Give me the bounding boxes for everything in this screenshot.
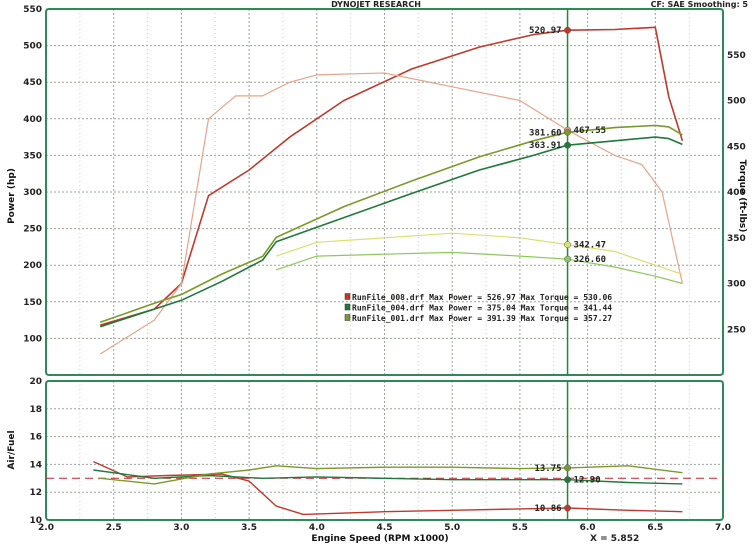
data-point-marker	[564, 141, 572, 149]
x-tick-label: 3.0	[173, 523, 189, 533]
data-point-marker	[564, 26, 572, 34]
power-torque-panel: 550 500 450 400 350 300 250 200 150 100 550 500 450 4…	[23, 5, 746, 376]
series-line	[276, 251, 683, 285]
data-label: 381.60	[529, 128, 562, 138]
legend-swatch	[344, 314, 351, 321]
torque-tick-label: 300	[727, 280, 746, 290]
x-tick-label: 5.0	[444, 523, 460, 533]
x-tick-label: 6.5	[647, 523, 663, 533]
x-tick-label: 3.5	[241, 523, 257, 533]
torque-tick-label: 500	[727, 97, 746, 107]
data-label: 10.86	[534, 504, 561, 514]
power-axis-label: Power (hp)	[7, 168, 17, 224]
air-fuel-tick-label: 14	[29, 460, 42, 470]
data-point-marker	[564, 241, 572, 249]
power-tick-label: 250	[23, 225, 42, 235]
power-tick-label: 300	[23, 188, 42, 198]
power-tick-label: 100	[23, 334, 42, 344]
series-line	[99, 26, 684, 326]
power-tick-label: 150	[23, 298, 42, 308]
torque-tick-label: 250	[727, 325, 746, 335]
legend-entry: RunFile_008.drf Max Power = 526.97 Max T…	[352, 292, 612, 302]
legend-entry: RunFile_004.drf Max Power = 375.04 Max T…	[352, 303, 612, 313]
x-tick-label: 2.0	[38, 523, 54, 533]
series-line	[99, 72, 683, 355]
legend-swatch	[344, 303, 351, 311]
torque-tick-label: 450	[727, 142, 746, 152]
header-title: DYNOJET RESEARCH	[331, 0, 421, 9]
cursor-readout: X = 5.852	[590, 534, 639, 544]
power-tick-label: 450	[23, 78, 42, 88]
data-label: 520.97	[529, 26, 562, 36]
data-label: 12.90	[574, 476, 601, 486]
power-tick-label: 500	[23, 42, 42, 52]
torque-axis-label: Torque (ft-lbs)	[737, 160, 747, 233]
series-line	[99, 124, 683, 324]
x-tick-label: 4.0	[309, 523, 325, 533]
data-point-marker	[564, 255, 572, 263]
series-line	[276, 232, 683, 275]
air-fuel-tick-label: 18	[29, 405, 42, 415]
torque-tick-label: 550	[727, 51, 746, 61]
data-label: 13.75	[534, 464, 561, 474]
torque-tick-label: 400	[727, 188, 746, 198]
air-fuel-tick-label: 12	[29, 488, 42, 498]
power-tick-label: 350	[23, 151, 42, 161]
data-point-marker	[564, 128, 572, 136]
air-fuel-tick-label: 20	[29, 377, 42, 387]
data-label: 363.91	[529, 141, 562, 151]
data-label: 326.60	[574, 255, 607, 265]
panel-frame	[45, 8, 724, 376]
torque-tick-label: 350	[727, 234, 746, 244]
air-fuel-panel: 20 18 16 14 12 10 13.75 12.90 10.86 2.0 2.5 3.0 3.5 4…	[29, 377, 731, 533]
legend-swatch	[344, 293, 351, 300]
data-point-marker	[564, 476, 572, 484]
data-point-marker	[564, 504, 572, 512]
panel-frame	[45, 380, 724, 521]
air-fuel-tick-label: 10	[29, 516, 42, 526]
power-tick-label: 200	[23, 261, 42, 271]
x-tick-label: 5.5	[512, 523, 528, 533]
power-tick-label: 550	[23, 5, 42, 15]
data-label: 467.55	[574, 126, 607, 136]
series-line	[99, 136, 683, 328]
data-point-marker	[564, 464, 572, 472]
x-tick-label: 6.0	[580, 523, 596, 533]
power-tick-label: 400	[23, 115, 42, 125]
series-line	[93, 469, 683, 485]
air-fuel-axis-label: Air/Fuel	[7, 430, 17, 469]
air-fuel-tick-label: 16	[29, 433, 42, 443]
correction-info: CF: SAE Smoothing: 5	[651, 0, 749, 9]
x-axis-label: Engine Speed (RPM x1000)	[311, 534, 448, 544]
legend-entry: RunFile_001.drf Max Power = 391.39 Max T…	[352, 313, 612, 323]
x-tick-label: 7.0	[715, 523, 731, 533]
x-tick-label: 2.5	[106, 523, 122, 533]
x-tick-label: 4.5	[377, 523, 393, 533]
data-label: 342.47	[574, 241, 607, 251]
series-line	[100, 465, 683, 485]
